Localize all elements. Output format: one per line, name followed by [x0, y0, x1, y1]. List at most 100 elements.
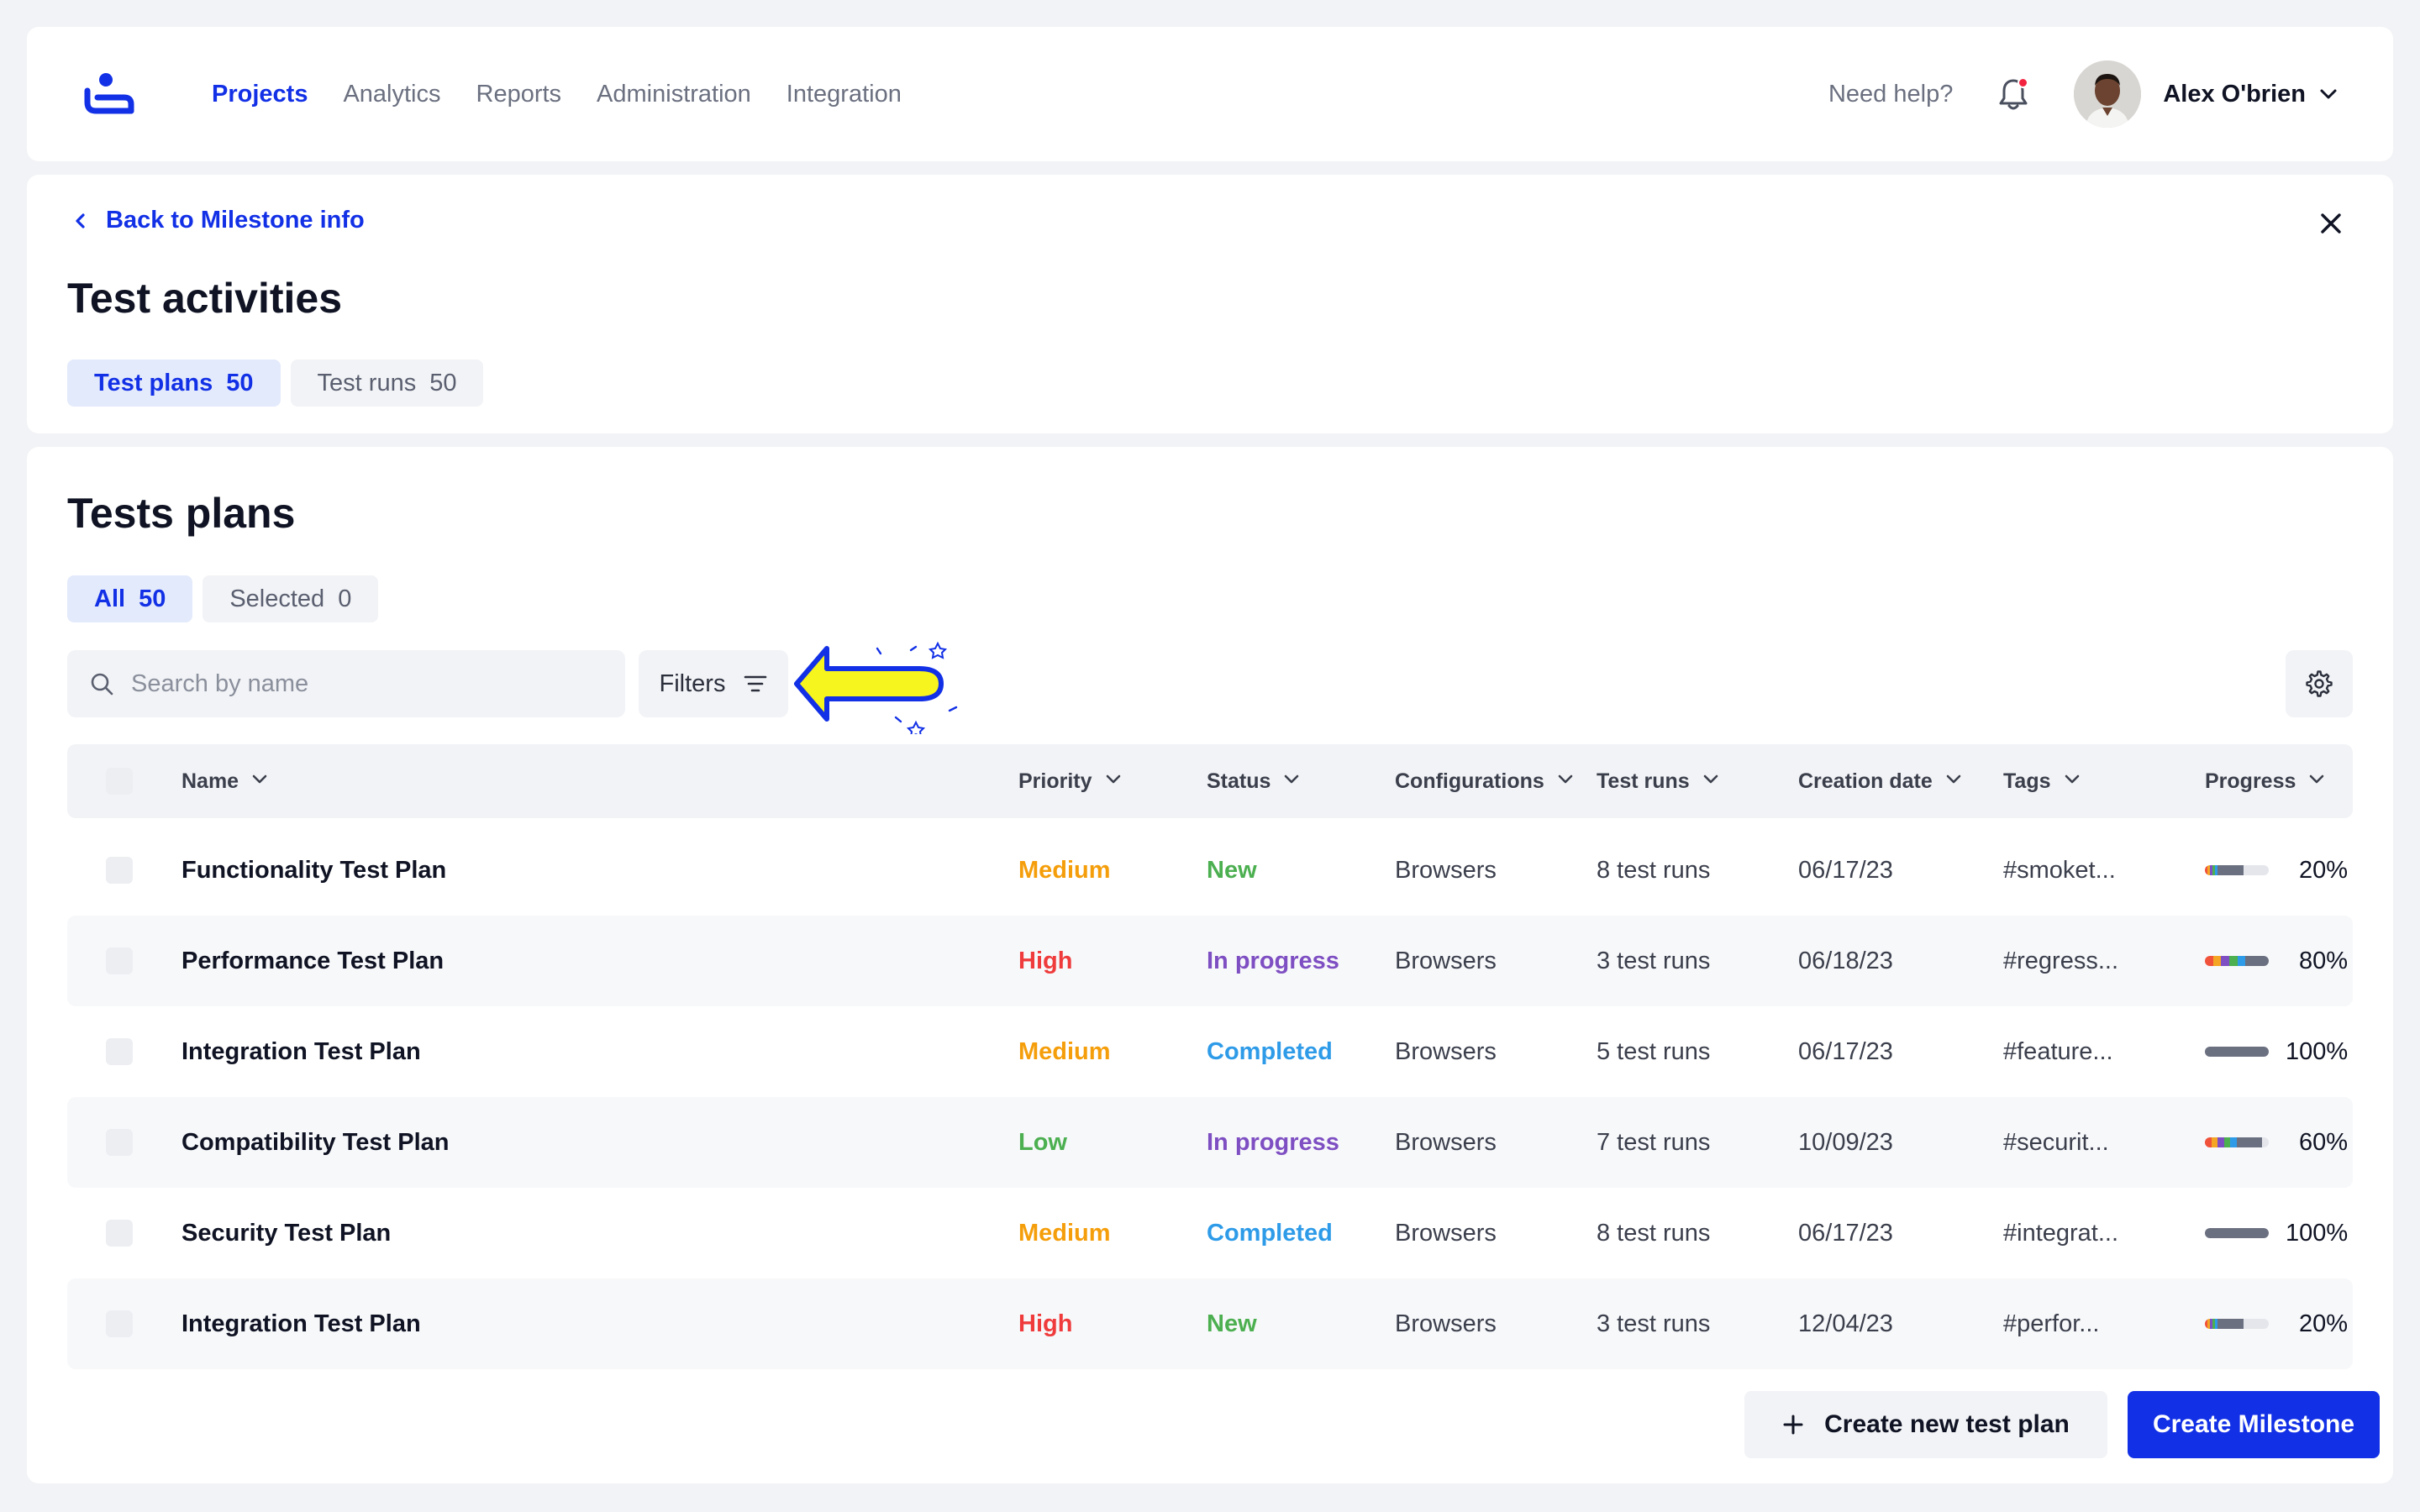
tags-value: #feature...	[2003, 1037, 2113, 1065]
notifications-button[interactable]	[1995, 76, 2032, 113]
row-checkbox[interactable]	[106, 857, 133, 884]
column-header-creation-date[interactable]: Creation date	[1798, 744, 1963, 818]
plan-name[interactable]: Performance Test Plan	[182, 947, 445, 974]
table-row[interactable]: Integration Test Plan High New Browsers 3 te…	[67, 1278, 2353, 1369]
table-row[interactable]: Performance Test Plan High In progress Brow…	[67, 916, 2353, 1006]
table-row[interactable]: Security Test Plan Medium Completed Browser…	[67, 1188, 2353, 1278]
column-label: Name	[182, 769, 239, 793]
tab-label: Test plans	[94, 369, 213, 396]
status-value: New	[1207, 1310, 1257, 1337]
table-row[interactable]: Compatibility Test Plan Low In progress Bro…	[67, 1097, 2353, 1188]
user-name[interactable]: Alex O'brien	[2163, 80, 2306, 108]
progress-bar	[2205, 1228, 2269, 1238]
create-test-plan-button[interactable]: Create new test plan	[1744, 1391, 2107, 1458]
status-value: In progress	[1207, 1128, 1339, 1156]
priority-value: Medium	[1018, 1037, 1111, 1065]
status-value: Completed	[1207, 1037, 1333, 1065]
create-milestone-button[interactable]: Create Milestone	[2128, 1391, 2380, 1458]
progress-cell: 20%	[2205, 825, 2348, 916]
main-nav: Projects Analytics Reports Administratio…	[212, 81, 902, 108]
configurations-value: Browsers	[1395, 1310, 1497, 1337]
table-row[interactable]: Integration Test Plan Medium Completed Brow…	[67, 1006, 2353, 1097]
search-icon	[91, 673, 113, 696]
chevron-down-icon	[1282, 769, 1301, 794]
tab-label: All	[94, 585, 126, 612]
progress-cell: 20%	[2205, 1278, 2348, 1369]
notification-dot	[2018, 77, 2029, 88]
brand-logo[interactable]	[81, 67, 156, 121]
plan-name[interactable]: Integration Test Plan	[182, 1310, 421, 1337]
row-checkbox[interactable]	[106, 1129, 133, 1156]
test-activities-panel: Back to Milestone info Test activities T…	[27, 175, 2393, 433]
column-header-priority[interactable]: Priority	[1018, 744, 1123, 818]
progress-bar	[2205, 1047, 2269, 1057]
test-runs-value: 8 test runs	[1597, 1219, 1711, 1247]
user-area: Need help? Alex O'brien	[1828, 60, 2339, 128]
test-runs-value: 3 test runs	[1597, 1310, 1711, 1337]
plan-name[interactable]: Integration Test Plan	[182, 1037, 421, 1065]
tab-all[interactable]: All 50	[67, 575, 193, 622]
table-row[interactable]: Functionality Test Plan Medium New Browsers…	[67, 825, 2353, 916]
status-value: New	[1207, 856, 1257, 884]
close-button[interactable]	[2312, 205, 2349, 242]
progress-percent: 100%	[2286, 1219, 2349, 1247]
priority-value: Medium	[1018, 1219, 1111, 1247]
row-checkbox[interactable]	[106, 1220, 133, 1247]
search-input[interactable]	[131, 669, 602, 698]
chevron-down-icon[interactable]	[2317, 83, 2339, 105]
test-runs-value: 7 test runs	[1597, 1128, 1711, 1156]
row-checkbox[interactable]	[106, 1310, 133, 1337]
nav-reports[interactable]: Reports	[476, 80, 562, 108]
progress-cell: 80%	[2205, 916, 2348, 1006]
select-all-checkbox[interactable]	[106, 768, 133, 795]
search-box	[67, 650, 625, 717]
filters-button[interactable]: Filters	[639, 650, 788, 717]
tab-test-runs[interactable]: Test runs 50	[290, 360, 484, 407]
row-checkbox[interactable]	[106, 948, 133, 974]
configurations-value: Browsers	[1395, 1128, 1497, 1156]
column-header-name[interactable]: Name	[182, 744, 269, 818]
progress-percent: 20%	[2298, 856, 2348, 884]
tab-selected[interactable]: Selected 0	[203, 575, 379, 622]
column-header-status[interactable]: Status	[1207, 744, 1301, 818]
column-label: Configurations	[1395, 769, 1544, 793]
column-header-test-runs[interactable]: Test runs	[1597, 744, 1720, 818]
creation-date-value: 06/17/23	[1798, 856, 1893, 884]
column-label: Creation date	[1798, 769, 1933, 793]
column-label: Tags	[2003, 769, 2051, 793]
gear-icon	[2306, 670, 2333, 697]
chevron-down-icon	[1702, 769, 1720, 794]
need-help-link[interactable]: Need help?	[1828, 80, 1954, 108]
plan-name[interactable]: Functionality Test Plan	[182, 856, 447, 884]
priority-value: Low	[1018, 1128, 1067, 1156]
nav-projects[interactable]: Projects	[212, 80, 308, 108]
creation-date-value: 06/17/23	[1798, 1219, 1893, 1247]
nav-analytics[interactable]: Analytics	[343, 80, 441, 108]
filters-label: Filters	[659, 669, 726, 697]
nav-integration[interactable]: Integration	[786, 80, 902, 108]
pointer-arrow-icon	[794, 641, 958, 734]
column-header-configurations[interactable]: Configurations	[1395, 744, 1575, 818]
priority-value: High	[1018, 1310, 1073, 1337]
table-header: Name Priority Status Configurations Test…	[67, 744, 2353, 818]
tags-value: #smoket...	[2003, 856, 2116, 884]
column-header-tags[interactable]: Tags	[2003, 744, 2081, 818]
tab-test-plans[interactable]: Test plans 50	[67, 360, 281, 407]
plan-name[interactable]: Compatibility Test Plan	[182, 1128, 450, 1156]
chevron-down-icon	[2063, 769, 2081, 794]
progress-percent: 60%	[2298, 1128, 2348, 1156]
avatar[interactable]	[2074, 60, 2142, 128]
row-checkbox[interactable]	[106, 1038, 133, 1065]
back-to-milestone-link[interactable]: Back to Milestone info	[72, 207, 365, 234]
table-settings-button[interactable]	[2286, 650, 2353, 717]
nav-administration[interactable]: Administration	[597, 80, 751, 108]
section-title: Tests plans	[67, 490, 296, 537]
plan-name[interactable]: Security Test Plan	[182, 1219, 392, 1247]
configurations-value: Browsers	[1395, 947, 1497, 974]
tests-plans-panel: Tests plans All 50 Selected 0 Filters	[27, 447, 2393, 1483]
progress-percent: 20%	[2298, 1310, 2348, 1337]
column-header-progress[interactable]: Progress	[2205, 744, 2326, 818]
chevron-down-icon	[1104, 769, 1123, 794]
test-runs-value: 3 test runs	[1597, 947, 1711, 974]
close-icon	[2321, 213, 2341, 234]
